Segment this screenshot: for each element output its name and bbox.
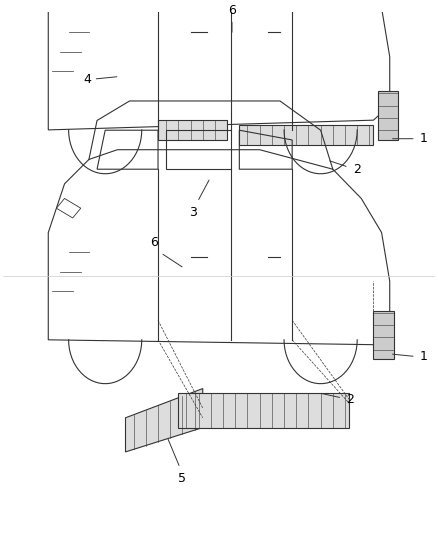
Text: 2: 2 bbox=[346, 393, 354, 406]
Text: 4: 4 bbox=[83, 72, 91, 86]
Text: 3: 3 bbox=[189, 206, 197, 219]
Text: 6: 6 bbox=[228, 4, 236, 17]
Text: 2: 2 bbox=[353, 163, 361, 176]
Text: 1: 1 bbox=[420, 350, 428, 363]
Polygon shape bbox=[378, 91, 398, 140]
Polygon shape bbox=[158, 120, 227, 140]
Text: 1: 1 bbox=[420, 132, 428, 145]
Polygon shape bbox=[178, 393, 349, 427]
Polygon shape bbox=[374, 311, 394, 359]
Polygon shape bbox=[126, 389, 203, 452]
Polygon shape bbox=[239, 125, 374, 144]
Text: 5: 5 bbox=[178, 472, 186, 485]
Text: 6: 6 bbox=[150, 236, 158, 249]
